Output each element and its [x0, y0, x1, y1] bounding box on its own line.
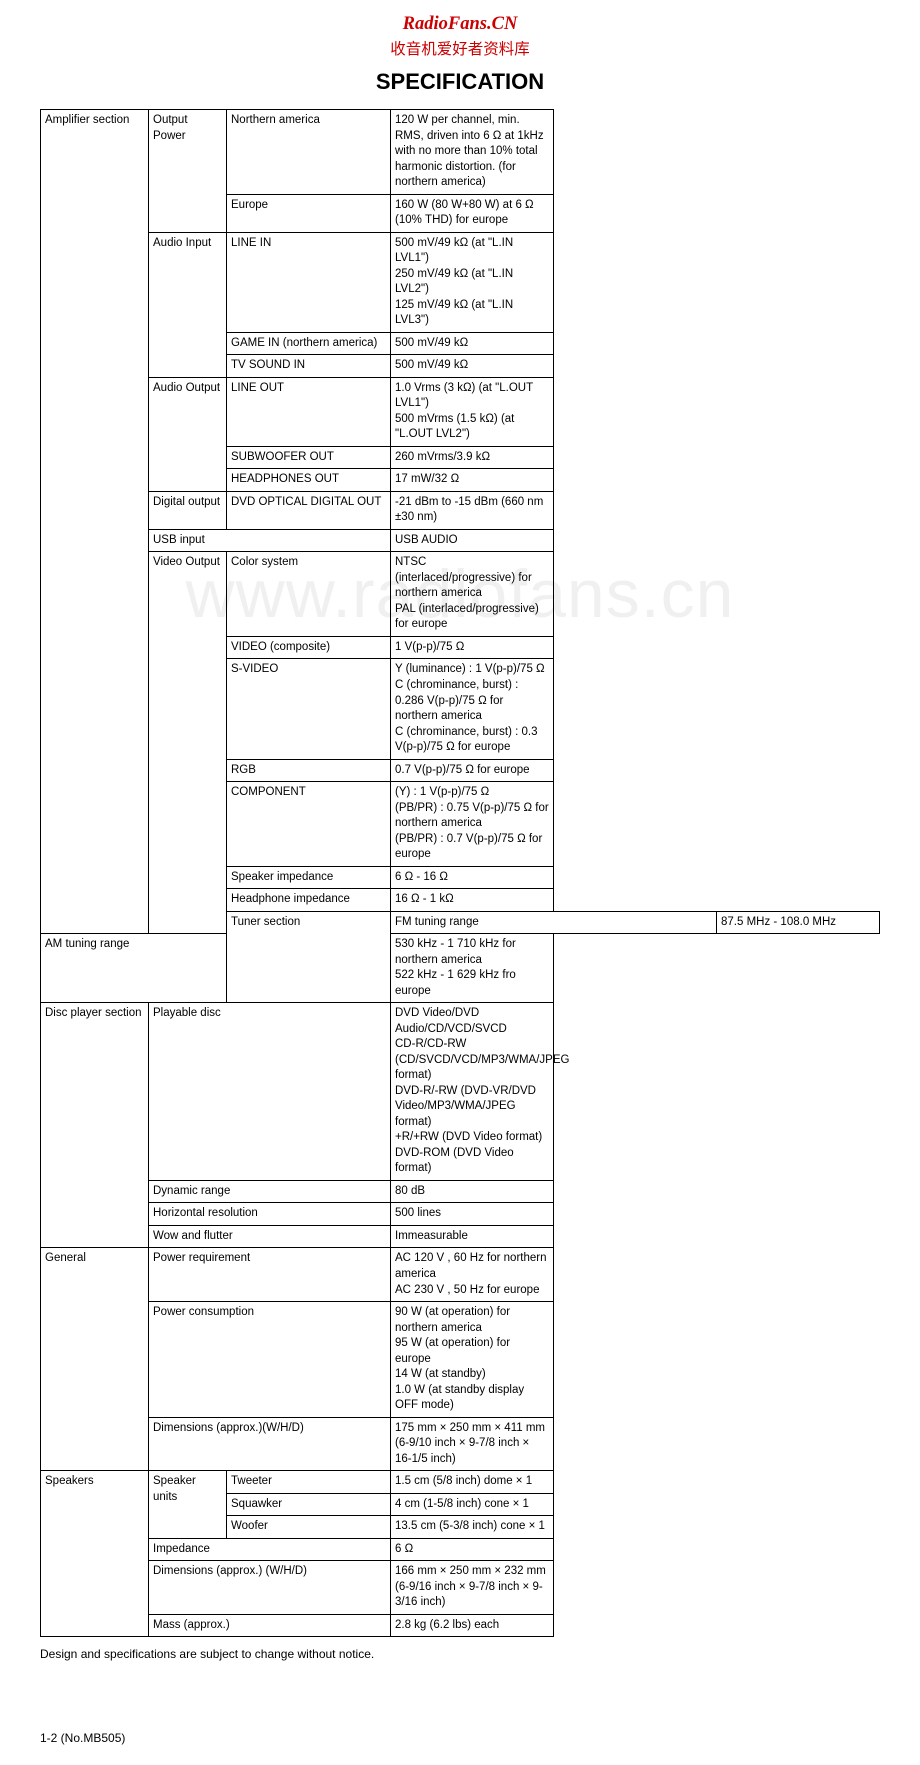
cell-line-out-label: LINE OUT	[227, 377, 391, 446]
cell-power-req-value: AC 120 V , 60 Hz for northern americaAC …	[391, 1248, 554, 1302]
cell-audio-output: Audio Output	[149, 377, 227, 491]
cell-spk-imp-value: 6 Ω - 16 Ω	[391, 866, 554, 889]
cell-playable-value: DVD Video/DVD Audio/CD/VCD/SVCDCD-R/CD-R…	[391, 1003, 554, 1181]
cell-am-label: AM tuning range	[41, 934, 227, 1003]
cell-svideo-value: Y (luminance) : 1 V(p-p)/75 ΩC (chromina…	[391, 659, 554, 759]
cell-video-label: VIDEO (composite)	[227, 636, 391, 659]
cell-spk-imp2-value: 6 Ω	[391, 1538, 554, 1561]
cell-squawker-label: Squawker	[227, 1493, 391, 1516]
cell-spk-dim-label: Dimensions (approx.) (W/H/D)	[149, 1561, 391, 1615]
cell-spk-dim-value: 166 mm × 250 mm × 232 mm (6-9/16 inch × …	[391, 1561, 554, 1615]
cell-wow-label: Wow and flutter	[149, 1225, 391, 1248]
cell-gen-dim-label: Dimensions (approx.)(W/H/D)	[149, 1417, 391, 1471]
cell-video-value: 1 V(p-p)/75 Ω	[391, 636, 554, 659]
section-speakers: Speakers	[41, 1471, 149, 1637]
cell-hres-label: Horizontal resolution	[149, 1203, 391, 1226]
cell-gen-dim-value: 175 mm × 250 mm × 411 mm (6-9/10 inch × …	[391, 1417, 554, 1471]
cell-dyn-value: 80 dB	[391, 1180, 554, 1203]
cell-audio-input: Audio Input	[149, 232, 227, 377]
cell-speaker-units: Speaker units	[149, 1471, 227, 1539]
cell-usb-input-value: USB AUDIO	[391, 529, 554, 552]
cell-line-in-value: 500 mV/49 kΩ (at "L.IN LVL1")250 mV/49 k…	[391, 232, 554, 332]
cell-hp-imp-label: Headphone impedance	[227, 889, 391, 912]
cell-svideo-label: S-VIDEO	[227, 659, 391, 759]
cell-component-value: (Y) : 1 V(p-p)/75 Ω(PB/PR) : 0.75 V(p-p)…	[391, 782, 554, 867]
cell-tweeter-value: 1.5 cm (5/8 inch) dome × 1	[391, 1471, 554, 1494]
cell-color-system-value: NTSC (interlaced/progressive) for northe…	[391, 552, 554, 637]
cell-eu-label: Europe	[227, 194, 391, 232]
cell-hp-value: 17 mW/32 Ω	[391, 469, 554, 492]
cell-dvd-optical-label: DVD OPTICAL DIGITAL OUT	[227, 491, 391, 529]
cell-power-cons-label: Power consumption	[149, 1302, 391, 1418]
cell-output-power: Output Power	[149, 110, 227, 233]
cell-rgb-label: RGB	[227, 759, 391, 782]
cell-tv-sound-value: 500 mV/49 kΩ	[391, 355, 554, 378]
cell-power-cons-value: 90 W (at operation) for northern america…	[391, 1302, 554, 1418]
cell-rgb-value: 0.7 V(p-p)/75 Ω for europe	[391, 759, 554, 782]
cell-dvd-optical-value: -21 dBm to -15 dBm (660 nm ±30 nm)	[391, 491, 554, 529]
cell-wow-value: Immeasurable	[391, 1225, 554, 1248]
document-title: SPECIFICATION	[40, 69, 880, 95]
cell-line-out-value: 1.0 Vrms (3 kΩ) (at "L.OUT LVL1")500 mVr…	[391, 377, 554, 446]
cell-fm-value: 87.5 MHz - 108.0 MHz	[717, 911, 880, 934]
cell-game-in-value: 500 mV/49 kΩ	[391, 332, 554, 355]
brand-header: RadioFans.CN	[40, 14, 880, 35]
design-note: Design and specifications are subject to…	[40, 1647, 880, 1661]
cell-hp-label: HEADPHONES OUT	[227, 469, 391, 492]
cell-spk-imp2-label: Impedance	[149, 1538, 391, 1561]
cell-sub-value: 260 mVrms/3.9 kΩ	[391, 446, 554, 469]
cell-na-value: 120 W per channel, min. RMS, driven into…	[391, 110, 554, 195]
specification-table: Amplifier section Output Power Northern …	[40, 109, 880, 1637]
cell-hp-imp-value: 16 Ω - 1 kΩ	[391, 889, 554, 912]
cell-fm-label: FM tuning range	[391, 911, 717, 934]
cell-hres-value: 500 lines	[391, 1203, 554, 1226]
cell-spk-imp-label: Speaker impedance	[227, 866, 391, 889]
section-general: General	[41, 1248, 149, 1471]
cell-power-req-label: Power requirement	[149, 1248, 391, 1302]
brand-subtitle: 收音机爱好者资料库	[40, 37, 880, 59]
cell-woofer-value: 13.5 cm (5-3/8 inch) cone × 1	[391, 1516, 554, 1539]
cell-component-label: COMPONENT	[227, 782, 391, 867]
cell-sub-label: SUBWOOFER OUT	[227, 446, 391, 469]
cell-eu-value: 160 W (80 W+80 W) at 6 Ω (10% THD) for e…	[391, 194, 554, 232]
cell-squawker-value: 4 cm (1-5/8 inch) cone × 1	[391, 1493, 554, 1516]
section-tuner: Tuner section	[227, 911, 391, 1003]
cell-video-output: Video Output	[149, 552, 227, 934]
cell-line-in-label: LINE IN	[227, 232, 391, 332]
cell-spk-mass-label: Mass (approx.)	[149, 1614, 391, 1637]
page-footer: 1-2 (No.MB505)	[40, 1731, 880, 1745]
cell-tweeter-label: Tweeter	[227, 1471, 391, 1494]
cell-spk-mass-value: 2.8 kg (6.2 lbs) each	[391, 1614, 554, 1637]
cell-tv-sound-label: TV SOUND IN	[227, 355, 391, 378]
cell-color-system-label: Color system	[227, 552, 391, 637]
cell-am-value: 530 kHz - 1 710 kHz for northern america…	[391, 934, 554, 1003]
cell-game-in-label: GAME IN (northern america)	[227, 332, 391, 355]
cell-dyn-label: Dynamic range	[149, 1180, 391, 1203]
section-amplifier: Amplifier section	[41, 110, 149, 934]
cell-na-label: Northern america	[227, 110, 391, 195]
cell-woofer-label: Woofer	[227, 1516, 391, 1539]
section-disc: Disc player section	[41, 1003, 149, 1248]
cell-usb-input-label: USB input	[149, 529, 391, 552]
cell-digital-output: Digital output	[149, 491, 227, 529]
cell-playable-label: Playable disc	[149, 1003, 391, 1181]
